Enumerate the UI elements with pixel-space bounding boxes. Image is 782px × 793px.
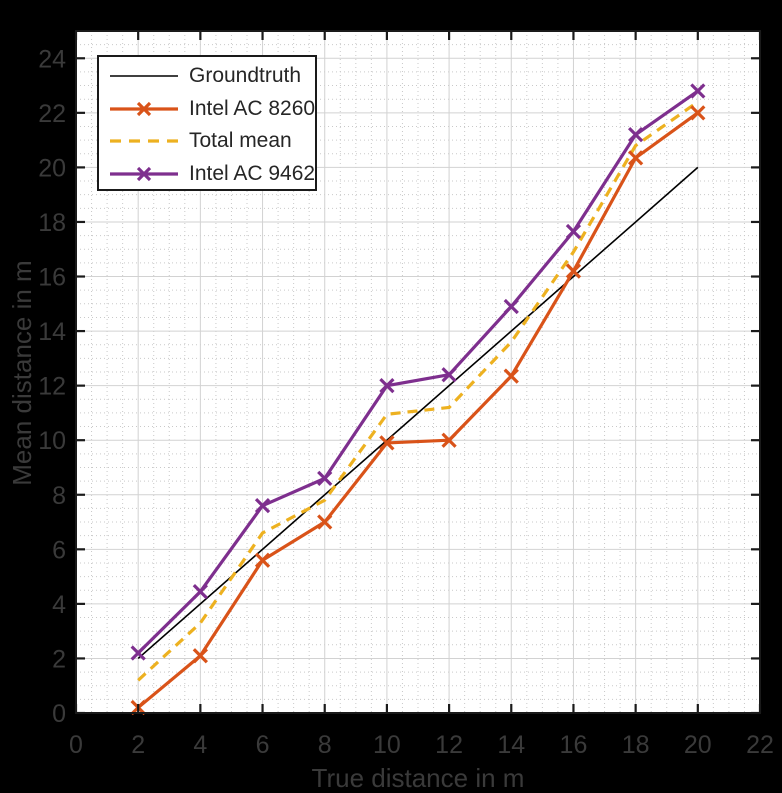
- legend-item-label: Groundtruth: [189, 64, 302, 88]
- y-tick-label: 2: [52, 645, 66, 673]
- y-tick-label: 20: [38, 154, 66, 182]
- x-tick-label: 18: [622, 731, 650, 759]
- axis-border: [75, 30, 761, 714]
- legend-item-label: Intel AC 8260: [189, 96, 316, 120]
- y-axis-label: Mean distance in m: [7, 260, 37, 486]
- series-intel-ac-8260: [130, 105, 706, 716]
- y-tick-label: 12: [38, 373, 66, 401]
- y-tick-label: 18: [38, 209, 66, 237]
- legend-item-label: Intel AC 9462: [189, 161, 316, 185]
- x-tick-labels: 0 2 4 6 8 10 12 14 16 18 20 22: [69, 731, 774, 759]
- x-tick-label: 8: [318, 731, 332, 759]
- legend-line-sample-groundtruth: [110, 75, 178, 78]
- series-intel-ac-9462: [130, 83, 706, 661]
- axis-ticks: [74, 31, 762, 715]
- legend-item-intel-ac-8260: Intel AC 8260: [99, 93, 315, 126]
- x-tick-label: 22: [746, 731, 774, 759]
- x-tick-label: 0: [69, 731, 83, 759]
- x-axis-label: True distance in m: [311, 763, 525, 793]
- y-tick-label: 8: [52, 482, 66, 510]
- legend-line-sample-intel-ac-9462: [110, 166, 178, 181]
- legend-item-groundtruth: Groundtruth: [99, 60, 315, 93]
- minor-gridlines: [76, 31, 760, 713]
- x-tick-label: 16: [560, 731, 588, 759]
- x-tick-label: 6: [256, 731, 270, 759]
- x-tick-label: 2: [131, 731, 145, 759]
- legend-item-intel-ac-9462: Intel AC 9462: [99, 158, 315, 191]
- x-tick-label: 12: [435, 731, 463, 759]
- legend: Groundtruth Intel AC 8260 Total mean Int…: [97, 55, 317, 191]
- y-tick-label: 6: [52, 536, 66, 564]
- x-tick-label: 20: [684, 731, 712, 759]
- y-tick-label: 4: [52, 591, 66, 619]
- y-tick-label: 16: [38, 264, 66, 292]
- x-tick-label: 10: [373, 731, 401, 759]
- y-tick-label: 0: [52, 700, 66, 728]
- legend-item-label: Total mean: [189, 129, 292, 153]
- y-tick-label: 14: [38, 318, 66, 346]
- series-total-mean: [137, 100, 699, 682]
- legend-line-sample-intel-ac-8260: [110, 101, 178, 116]
- legend-item-total-mean: Total mean: [99, 125, 315, 158]
- y-tick-label: 10: [38, 427, 66, 455]
- y-tick-label: 24: [38, 45, 66, 73]
- x-tick-label: 4: [193, 731, 207, 759]
- y-tick-label: 22: [38, 100, 66, 128]
- x-tick-label: 14: [497, 731, 525, 759]
- legend-line-sample-total-mean: [110, 139, 178, 143]
